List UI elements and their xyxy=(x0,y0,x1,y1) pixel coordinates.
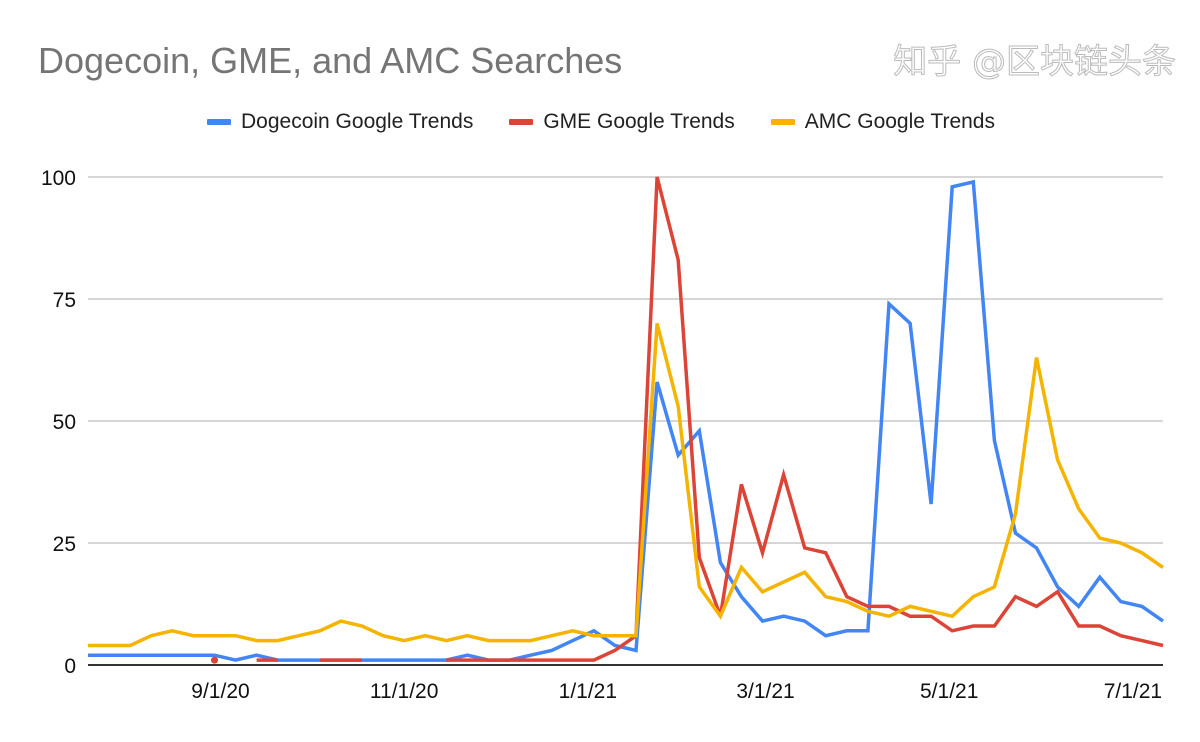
y-tick-label: 0 xyxy=(64,655,76,678)
series-amc-line xyxy=(88,322,1164,648)
x-tick-label: 5/1/21 xyxy=(920,680,978,703)
series-dogecoin-line xyxy=(88,179,1165,662)
x-tick-label: 9/1/20 xyxy=(191,680,249,703)
watermark: 知乎 @区块链头条 xyxy=(893,42,1177,83)
y-tick-label: 100 xyxy=(41,167,76,190)
legend-item-dogecoin[interactable]: Dogecoin Google Trends xyxy=(207,110,473,134)
legend-swatch-amc xyxy=(770,119,795,125)
chart-title: Dogecoin, GME, and AMC Searches xyxy=(38,40,623,81)
legend-label-amc: AMC Google Trends xyxy=(804,110,995,133)
series-gme-point xyxy=(211,656,218,664)
legend-swatch-dogecoin xyxy=(207,119,231,125)
x-tick-label: 1/1/21 xyxy=(559,680,617,703)
series-gme-line xyxy=(446,176,1164,662)
y-tick-label: 25 xyxy=(53,533,76,556)
x-tick-label: 11/1/20 xyxy=(370,680,439,703)
legend-label-gme: GME Google Trends xyxy=(543,110,735,133)
legend-swatch-gme xyxy=(509,119,534,125)
y-tick-label: 50 xyxy=(53,411,76,434)
legend-label-dogecoin: Dogecoin Google Trends xyxy=(241,110,474,133)
legend-item-gme[interactable]: GME Google Trends xyxy=(509,110,735,134)
x-tick-label: 7/1/21 xyxy=(1104,680,1162,703)
y-tick-label: 75 xyxy=(53,289,76,312)
x-tick-label: 3/1/21 xyxy=(736,680,794,703)
legend-item-amc[interactable]: AMC Google Trends xyxy=(770,110,995,134)
legend: Dogecoin Google Trends GME Google Trends… xyxy=(0,110,1200,134)
